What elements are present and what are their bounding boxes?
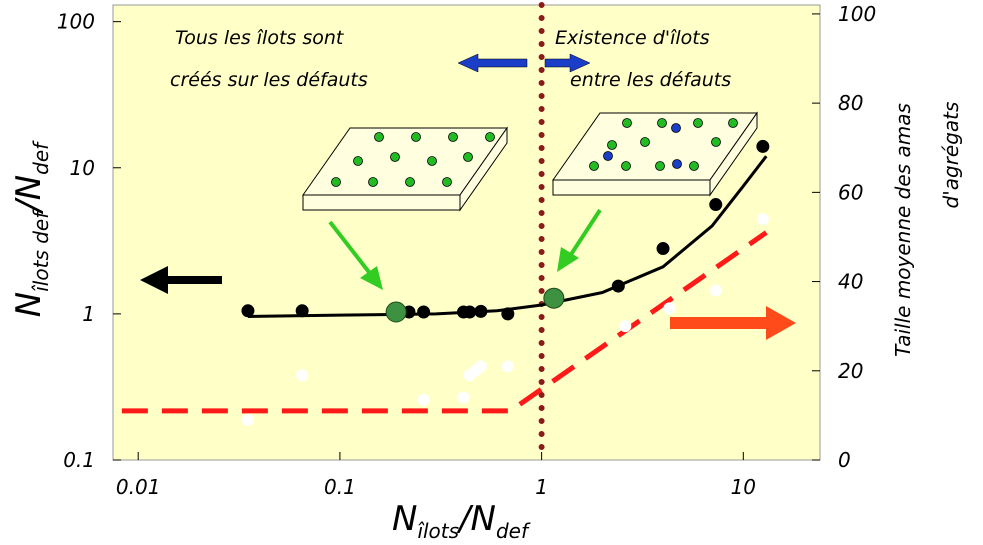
data-point [417,393,430,406]
y2-tick-label: 20 [838,359,863,383]
subscript: îlots [417,519,459,543]
data-point [543,287,565,309]
data-point [663,302,676,315]
data-point [756,139,770,153]
annotation: Tous les îlots sont [175,27,345,49]
y2-tick-label: 60 [838,180,863,204]
blue-arrow-right [544,53,591,73]
title-part: /N [9,175,49,215]
y-axis-title: Nîlots def/Ndef [9,140,53,317]
decorations [140,53,796,340]
text-layer: Tous les îlots sont créés sur les défaut… [9,2,963,543]
data-point [295,304,309,318]
data-point [296,369,309,382]
title-part: /N [456,499,496,539]
annotation: créés sur les défauts [170,69,368,91]
subscript: def [496,519,531,543]
data-point [474,360,487,373]
marks-layer [121,2,770,463]
y-tick-label: 10 [70,156,95,180]
data-point [709,198,723,212]
data-point [241,413,254,426]
data-point [619,320,632,333]
x-tick-label: 1 [535,475,548,499]
y2-tick-label: 100 [838,2,876,26]
data-point [474,304,488,318]
left-arrow [140,266,222,294]
data-point [385,301,407,323]
y2-tick-label: 0 [838,448,851,472]
y-tick-label: 100 [57,10,95,34]
data-point [417,305,431,319]
series-line [121,230,768,414]
subscript: îlots def [29,209,53,292]
right-arrow [670,306,796,340]
inset-surface-1 [302,126,508,212]
y2-tick-label: 40 [838,270,863,294]
blue-arrow-left [457,53,528,73]
data-point [709,284,722,297]
data-point [501,307,515,321]
x-tick-label: 0.1 [324,475,356,499]
data-point [241,304,255,318]
x-tick-label: 0.01 [116,475,161,499]
data-point [501,360,514,373]
annotation: Existence d'îlots [555,27,710,49]
inset-surface-2 [552,111,758,197]
y2-axis-title: Taille moyenne des amas [891,103,915,357]
y2-tick-label: 80 [838,91,863,115]
data-point [756,213,769,226]
x-tick-label: 10 [731,475,756,499]
green-arrows [328,208,602,290]
subscript: def [29,140,53,175]
annotation: entre les défauts [570,69,731,91]
y2-axis-title: d'agrégats [939,102,963,209]
title-part: N [392,499,417,539]
data-point [656,242,670,256]
x-axis-title: Nîlots/Ndef [392,499,531,543]
data-point [457,391,470,404]
title-part: N [9,292,49,317]
y-tick-label: 0.1 [63,448,95,472]
data-point [463,305,477,319]
y-tick-label: 1 [82,302,95,326]
data-point [611,279,625,293]
